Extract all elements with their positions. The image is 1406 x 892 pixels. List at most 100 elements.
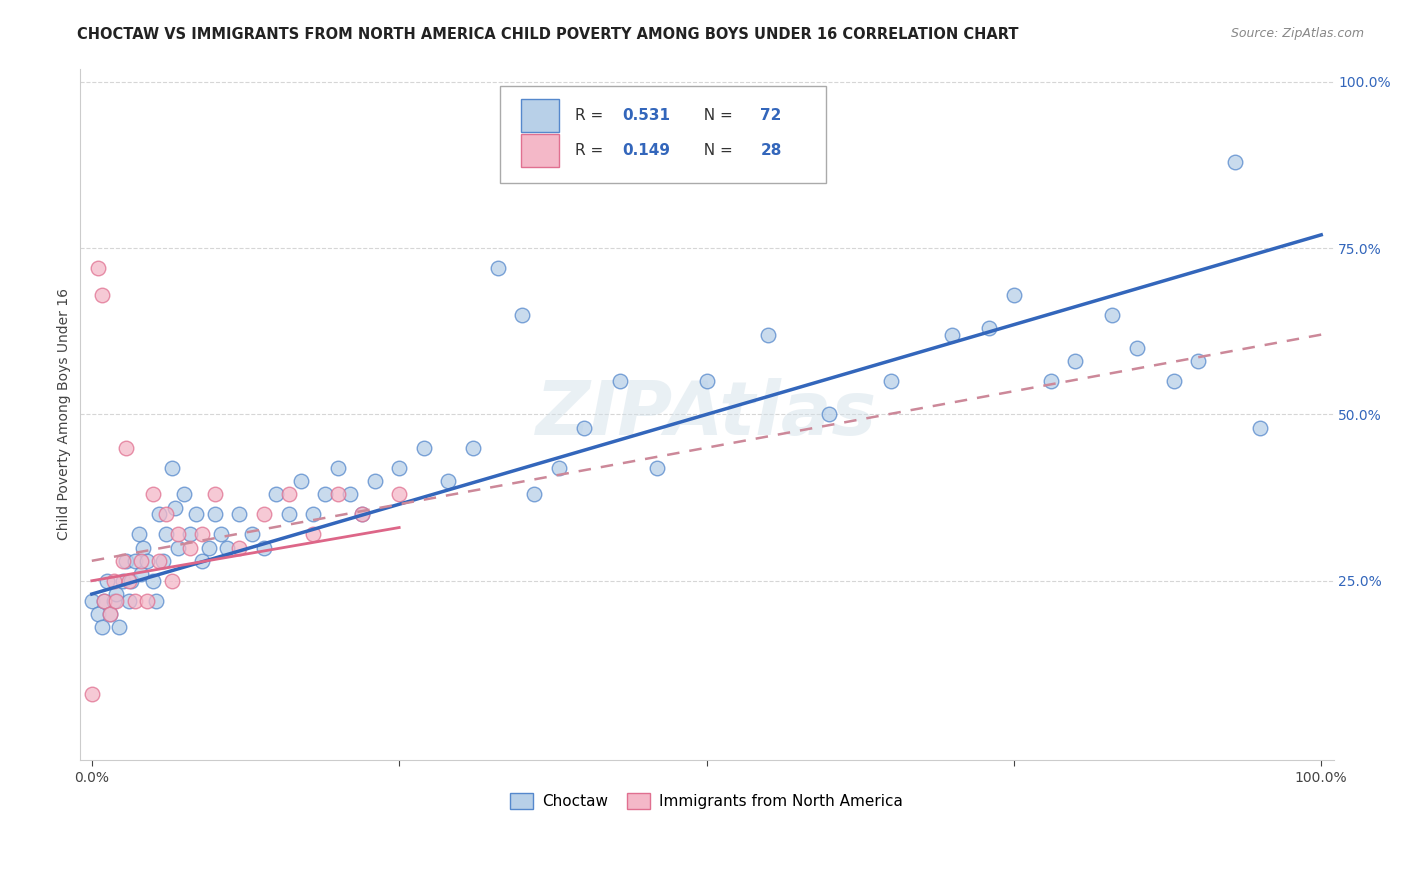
Point (115, 554, 138, 568)
Point (1064, 354, 1087, 368)
Point (93, 593, 115, 607)
Point (120, 574, 142, 588)
Point (160, 574, 183, 588)
Text: Source: ZipAtlas.com: Source: ZipAtlas.com (1230, 27, 1364, 40)
Point (155, 508, 177, 522)
Text: ZIPAtlas: ZIPAtlas (536, 378, 877, 451)
Point (339, 487, 361, 501)
Point (191, 527, 214, 541)
Legend: Choctaw, Immigrants from North America: Choctaw, Immigrants from North America (505, 787, 908, 815)
Point (510, 308, 533, 322)
Point (132, 541, 155, 555)
Point (240, 527, 263, 541)
Point (173, 487, 195, 501)
Point (179, 541, 201, 555)
Point (277, 487, 299, 501)
Point (548, 460, 571, 475)
Point (314, 487, 336, 501)
Point (80, 687, 103, 701)
Point (90, 287, 112, 301)
Point (136, 593, 159, 607)
Point (87, 261, 110, 276)
Point (204, 508, 226, 522)
Point (647, 460, 669, 475)
Point (103, 574, 125, 588)
Text: R =: R = (575, 143, 607, 158)
Point (148, 508, 170, 522)
Point (302, 508, 325, 522)
Point (167, 541, 190, 555)
Point (165, 500, 187, 515)
Point (1163, 374, 1185, 388)
Text: 72: 72 (761, 108, 782, 123)
Point (523, 487, 546, 501)
Point (486, 261, 509, 276)
Point (290, 474, 312, 488)
Point (609, 374, 631, 388)
Point (1101, 308, 1123, 322)
Point (160, 460, 183, 475)
Y-axis label: Child Poverty Among Boys Under 16: Child Poverty Among Boys Under 16 (58, 288, 72, 541)
Point (979, 321, 1001, 335)
Point (941, 327, 963, 342)
Point (142, 574, 165, 588)
Point (148, 554, 170, 568)
Point (695, 374, 717, 388)
Point (880, 374, 903, 388)
Text: 28: 28 (761, 143, 782, 158)
Point (326, 487, 349, 501)
Point (756, 327, 779, 342)
Point (228, 541, 250, 555)
Point (302, 527, 325, 541)
Bar (520, 99, 558, 132)
Point (118, 574, 141, 588)
Point (818, 408, 841, 422)
Point (152, 554, 174, 568)
Point (437, 474, 460, 488)
Point (115, 441, 138, 455)
Point (142, 487, 165, 501)
Point (326, 460, 349, 475)
Text: 0.149: 0.149 (623, 143, 671, 158)
Point (1039, 374, 1062, 388)
Point (87, 607, 110, 621)
Point (124, 593, 146, 607)
Point (572, 421, 595, 435)
Point (108, 620, 131, 634)
Point (352, 508, 374, 522)
Point (145, 593, 167, 607)
Point (388, 460, 411, 475)
Text: CHOCTAW VS IMMIGRANTS FROM NORTH AMERICA CHILD POVERTY AMONG BOYS UNDER 16 CORRE: CHOCTAW VS IMMIGRANTS FROM NORTH AMERICA… (77, 27, 1019, 42)
Point (124, 554, 146, 568)
Point (1002, 287, 1025, 301)
Text: R =: R = (575, 108, 607, 123)
Point (98, 607, 121, 621)
FancyBboxPatch shape (499, 86, 825, 183)
Point (388, 487, 411, 501)
Point (204, 487, 226, 501)
Point (103, 593, 125, 607)
Point (1126, 341, 1149, 355)
Point (128, 527, 150, 541)
Bar (520, 134, 558, 167)
Point (352, 508, 374, 522)
Point (215, 541, 238, 555)
Point (136, 554, 159, 568)
Point (228, 508, 250, 522)
Point (105, 587, 128, 601)
Point (105, 593, 128, 607)
Point (197, 541, 219, 555)
Point (264, 487, 287, 501)
Point (111, 554, 134, 568)
Point (1249, 421, 1271, 435)
Point (167, 527, 190, 541)
Point (111, 574, 134, 588)
Point (191, 554, 214, 568)
Text: N =: N = (695, 143, 738, 158)
Point (93, 593, 115, 607)
Point (90, 620, 112, 634)
Point (1187, 354, 1209, 368)
Point (253, 541, 276, 555)
Point (412, 441, 434, 455)
Point (253, 508, 276, 522)
